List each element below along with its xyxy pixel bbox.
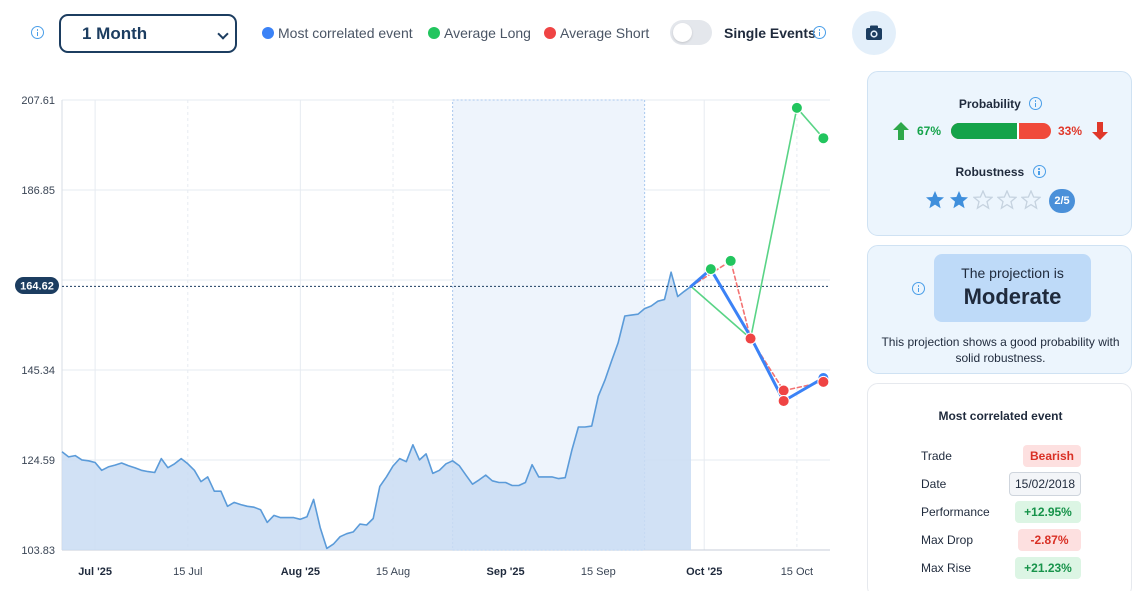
date-value-badge: 15/02/2018 (1009, 472, 1081, 496)
star-shape (950, 191, 968, 209)
y-axis: 103.83 124.59 145.34 186.85 207.61 (21, 95, 55, 557)
x-tick-label: 15 Sep (581, 566, 616, 578)
projection-description: This projection shows a good probability… (881, 335, 1120, 365)
single-events-info-icon[interactable] (813, 26, 826, 39)
max-drop-label: Max Drop (921, 533, 974, 547)
y-tick-label: 186.85 (21, 185, 55, 197)
star-shape (1021, 190, 1041, 210)
x-tick-label: 15 Jul (173, 566, 202, 578)
legend-dot-green (428, 27, 440, 39)
period-info-icon[interactable] (31, 26, 44, 39)
projection-marker-average-long (704, 263, 717, 276)
toggle-knob (673, 23, 692, 42)
performance-value-badge: +12.95% (1015, 501, 1081, 523)
x-tick-label: Aug '25 (281, 566, 320, 578)
price-area-fill (62, 272, 691, 550)
current-price-badge: 164.62 (15, 277, 59, 294)
trade-label: Trade (921, 449, 952, 463)
projection-marker-average-long (817, 132, 830, 145)
period-select-value: 1 Month (82, 24, 148, 43)
correlated-event-heading: Most correlated event (938, 409, 1063, 423)
price-line (61, 271, 692, 550)
short-probability-value: 33% (1058, 124, 1083, 138)
robustness-heading-text: Robustness (955, 165, 1025, 179)
probability-heading: Probability (868, 97, 1132, 111)
projection-marker-average-short (777, 394, 790, 407)
robustness-badge: 2/5 (1049, 189, 1075, 213)
legend-label: Average Short (560, 25, 650, 41)
robustness-info-icon[interactable] (1032, 165, 1046, 178)
projection-level-box: The projection is Moderate (934, 254, 1091, 322)
correlated-event-card: Most correlated event Trade Bearish Date… (867, 383, 1132, 591)
star-icon (973, 190, 993, 210)
star-icon (926, 191, 944, 209)
y-tick-label: 207.61 (21, 95, 55, 107)
projection-info-icon[interactable] (912, 282, 925, 295)
max-rise-label: Max Rise (921, 561, 972, 575)
x-tick-label: 15 Aug (376, 566, 410, 578)
projection-lines (689, 107, 825, 403)
arrow-up-icon (893, 122, 909, 140)
projection-level: Moderate (963, 284, 1062, 309)
legend-dot-blue (262, 27, 274, 39)
probability-info-icon[interactable] (1029, 97, 1043, 110)
y-tick-label: 145.34 (21, 365, 55, 377)
single-events-toggle[interactable] (670, 20, 712, 45)
probability-bar (951, 123, 1051, 139)
projection-marker-average-long (790, 101, 803, 114)
legend-dot-red (544, 27, 556, 39)
y-tick-label: 103.83 (21, 545, 55, 557)
star-icon (997, 190, 1017, 210)
projection-marker-average-short (777, 384, 790, 397)
legend-label: Average Long (444, 25, 531, 41)
price-chart[interactable]: 103.83 124.59 145.34 186.85 207.61 Jul '25 15… (0, 60, 860, 591)
star-shape (997, 190, 1017, 210)
camera-icon (866, 25, 882, 40)
projection-prefix: The projection is (961, 265, 1064, 281)
star-icon (950, 191, 968, 209)
single-events-label: Single Events (724, 25, 816, 41)
y-tick-label: 124.59 (21, 455, 55, 467)
star-icon (1021, 190, 1041, 210)
x-tick-label: Jul '25 (78, 566, 112, 578)
projection-markers (704, 101, 830, 407)
star-shape (926, 191, 944, 209)
x-tick-label: 15 Oct (781, 566, 813, 578)
x-tick-label: Oct '25 (686, 566, 722, 578)
chevron-down-icon (217, 28, 229, 40)
max-drop-value-badge: -2.87% (1018, 529, 1081, 551)
projection-marker-average-short (744, 332, 757, 345)
date-label: Date (921, 477, 947, 491)
x-axis: Jul '25 15 Jul Aug '25 15 Aug Sep '25 15 Sep O… (78, 566, 813, 578)
projection-marker-average-short (817, 375, 830, 388)
screenshot-button[interactable] (852, 11, 896, 55)
period-select[interactable]: 1 Month (59, 14, 237, 53)
trade-value-badge: Bearish (1023, 445, 1081, 467)
long-probability-value: 67% (917, 124, 942, 138)
projection-line-average-long (690, 107, 825, 340)
probability-card: Probability 67% 33% Robustness 2/5 (867, 71, 1132, 236)
x-tick-label: Sep '25 (487, 566, 525, 578)
projection-marker-average-long (724, 254, 737, 267)
star-shape (973, 190, 993, 210)
projection-card: The projection is Moderate This projecti… (867, 245, 1132, 374)
projection-line-most-correlated-event (689, 267, 825, 403)
current-price-label: 164.62 (20, 281, 54, 293)
arrow-down-icon (1092, 122, 1108, 140)
legend-label: Most correlated event (278, 25, 413, 41)
probability-bar-long (951, 123, 1018, 139)
robustness-heading: Robustness (868, 165, 1132, 179)
probability-bar-divider (1017, 123, 1019, 139)
current-price-badge-bg (15, 277, 59, 294)
probability-heading-text: Probability (958, 97, 1021, 111)
max-rise-value-badge: +21.23% (1015, 557, 1081, 579)
performance-label: Performance (921, 505, 990, 519)
